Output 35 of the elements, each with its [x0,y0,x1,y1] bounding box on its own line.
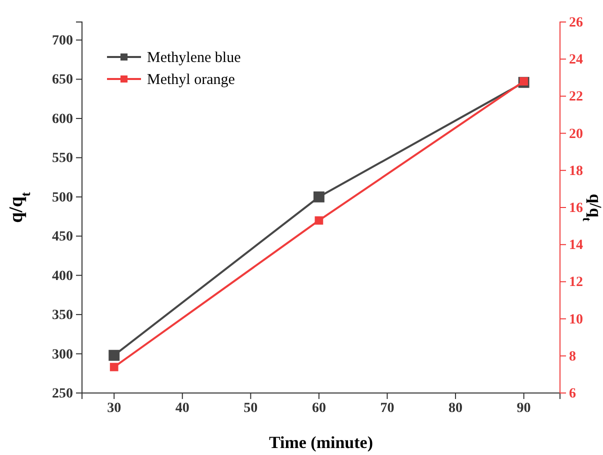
legend-label: Methylene blue [147,50,242,66]
y-tick-label: 250 [52,386,73,402]
x-tick-label: 30 [107,400,122,416]
y-tick-label: 450 [52,230,73,245]
y2-tick-label: 12 [569,275,583,290]
x-tick-label: 40 [175,400,190,416]
y2-tick-label: 14 [569,238,583,254]
y-tick-label: 700 [52,34,73,49]
x-tick-label: 80 [448,400,463,416]
point [110,362,118,372]
y-tick-label: 350 [52,308,73,324]
y-tick-label: 650 [52,72,73,88]
y-tick-label: 500 [52,190,73,206]
y2-tick-label: 10 [569,312,583,328]
y2-tick-label: 26 [569,15,583,30]
legend-label: Methyl orange [147,72,236,88]
x-tick-label: 50 [244,400,258,416]
y-tick-label: 400 [52,268,73,284]
y2-tick-label: 18 [569,164,583,179]
point [314,216,324,225]
point [108,350,120,361]
x-axis-title: Time (minute) [268,433,374,452]
y-tick-label: 600 [52,112,73,127]
point [313,191,324,202]
x-tick-label: 90 [516,400,531,416]
y-tick-label: 550 [52,151,73,166]
y2-tick-label: 8 [569,349,576,364]
y2-tick-label: 16 [569,200,583,216]
y-tick-label: 300 [52,347,73,362]
x-tick-label: 70 [380,400,394,416]
y2-tick-label: 6 [569,386,576,402]
y2-tick-label: 20 [569,126,583,142]
y2-tick-label: 24 [569,52,583,68]
x-tick-label: 60 [312,400,326,416]
y2-tick-label: 22 [569,90,583,105]
